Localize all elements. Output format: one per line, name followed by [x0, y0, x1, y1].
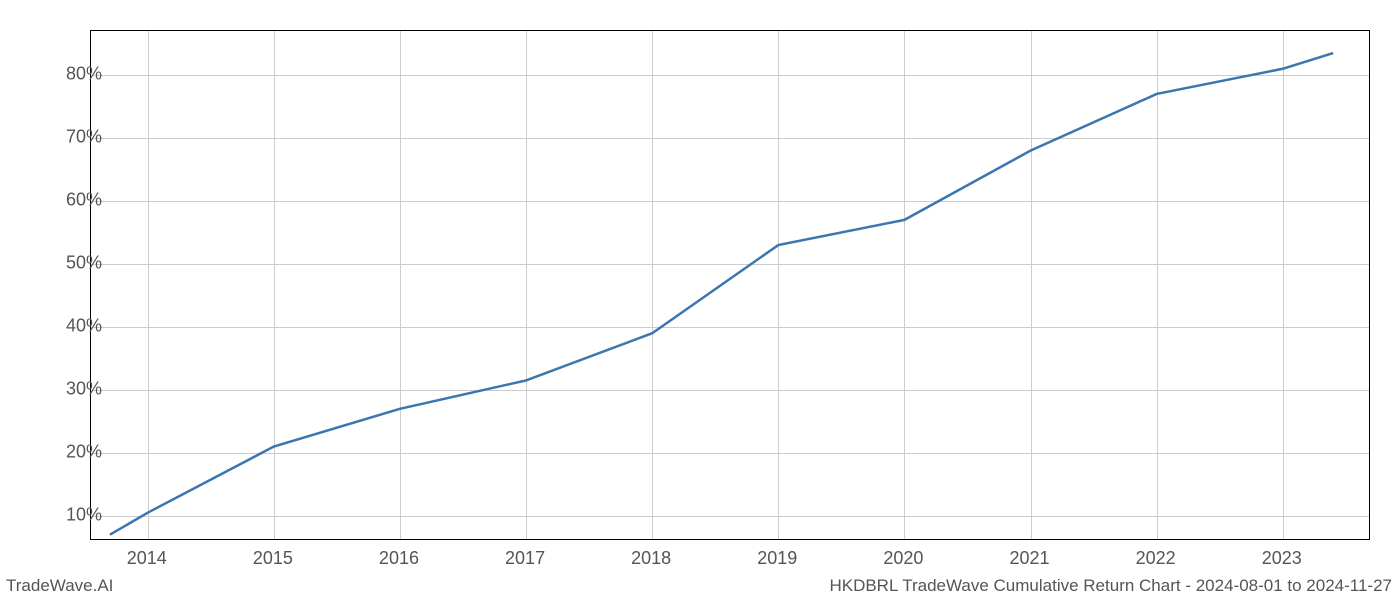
x-tick-label: 2017: [505, 548, 545, 569]
y-tick-label: 60%: [42, 190, 102, 211]
y-tick-label: 10%: [42, 504, 102, 525]
y-tick-label: 50%: [42, 252, 102, 273]
x-tick-label: 2020: [883, 548, 923, 569]
plot-area: [90, 30, 1370, 540]
x-tick-label: 2014: [127, 548, 167, 569]
x-tick-label: 2022: [1136, 548, 1176, 569]
footer-brand: TradeWave.AI: [6, 576, 113, 596]
footer-caption: HKDBRL TradeWave Cumulative Return Chart…: [829, 576, 1392, 596]
x-tick-label: 2019: [757, 548, 797, 569]
y-tick-label: 20%: [42, 441, 102, 462]
y-tick-label: 80%: [42, 64, 102, 85]
x-tick-label: 2021: [1009, 548, 1049, 569]
x-tick-label: 2018: [631, 548, 671, 569]
x-tick-label: 2023: [1262, 548, 1302, 569]
chart-container: [90, 30, 1370, 540]
x-tick-label: 2015: [253, 548, 293, 569]
line-series: [91, 31, 1369, 539]
y-tick-label: 70%: [42, 127, 102, 148]
y-tick-label: 30%: [42, 378, 102, 399]
x-tick-label: 2016: [379, 548, 419, 569]
y-tick-label: 40%: [42, 315, 102, 336]
